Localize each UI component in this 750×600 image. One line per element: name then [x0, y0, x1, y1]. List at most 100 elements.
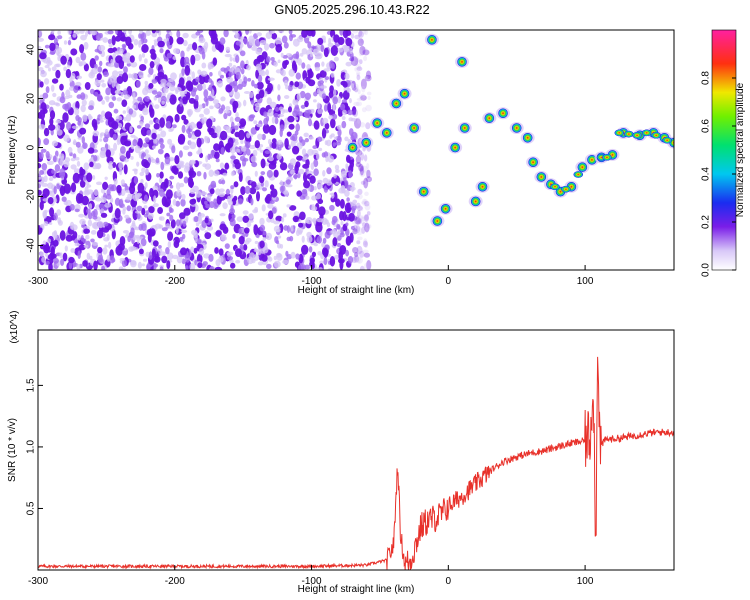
noise-speckle: [360, 152, 365, 161]
noise-speckle: [346, 87, 351, 93]
noise-speckle: [86, 172, 93, 183]
noise-speckle: [238, 228, 242, 235]
noise-speckle: [278, 106, 284, 112]
noise-speckle: [317, 136, 323, 143]
noise-speckle: [259, 240, 265, 249]
noise-speckle: [126, 205, 131, 212]
ridge-point: [536, 171, 547, 182]
noise-speckle: [151, 248, 156, 258]
noise-speckle: [329, 204, 335, 212]
noise-speckle: [180, 50, 185, 59]
noise-speckle: [309, 175, 316, 184]
noise-speckle: [250, 127, 257, 135]
noise-speckle: [83, 244, 89, 248]
noise-speckle: [155, 157, 160, 164]
noise-speckle: [151, 79, 158, 84]
noise-speckle: [130, 155, 134, 160]
noise-speckle: [77, 250, 81, 259]
noise-speckle: [337, 128, 342, 137]
noise-speckle: [291, 60, 297, 71]
noise-speckle: [246, 64, 251, 71]
noise-speckle: [164, 178, 169, 187]
noise-speckle: [159, 117, 166, 128]
noise-speckle: [324, 230, 331, 239]
noise-speckle: [103, 237, 110, 242]
noise-speckle: [151, 30, 156, 34]
noise-speckle: [356, 230, 363, 236]
noise-speckle: [195, 190, 202, 198]
noise-speckle: [45, 260, 50, 266]
colorbar-tick-label: 0.2: [701, 215, 712, 229]
noise-speckle: [198, 213, 205, 218]
noise-speckle: [79, 30, 85, 34]
noise-speckle: [114, 208, 121, 219]
noise-speckle: [97, 254, 102, 263]
noise-speckle: [43, 127, 50, 137]
noise-speckle: [47, 197, 54, 205]
noise-speckle: [327, 155, 335, 163]
noise-speckle: [197, 69, 202, 75]
noise-speckle: [357, 236, 363, 241]
noise-speckle: [195, 31, 201, 36]
noise-speckle: [259, 176, 265, 184]
noise-speckle: [93, 260, 98, 270]
noise-speckle: [251, 80, 255, 87]
noise-speckle: [106, 193, 112, 200]
noise-speckle: [358, 167, 364, 171]
noise-speckle: [269, 101, 277, 109]
noise-speckle: [41, 182, 49, 187]
noise-speckle: [130, 260, 137, 268]
noise-speckle: [122, 110, 127, 114]
noise-speckle: [277, 139, 283, 145]
noise-speckle: [213, 143, 220, 152]
noise-speckle: [326, 139, 332, 147]
noise-speckle: [189, 188, 196, 194]
noise-speckle: [132, 194, 140, 202]
noise-speckle: [99, 114, 103, 123]
ridge-point: [601, 153, 612, 161]
noise-speckle: [227, 137, 234, 148]
noise-speckle: [94, 79, 101, 87]
noise-speckle: [261, 133, 266, 141]
ridge-point: [586, 154, 597, 165]
noise-speckle: [234, 116, 241, 122]
noise-speckle: [53, 230, 58, 237]
noise-speckle: [97, 66, 103, 73]
noise-speckle: [48, 222, 53, 225]
noise-speckle: [152, 185, 159, 191]
noise-speckle: [336, 79, 341, 87]
noise-speckle: [124, 214, 130, 219]
noise-speckle: [204, 136, 210, 144]
spectrogram-x-ticks: -300 -200 -100 0 100: [28, 265, 594, 287]
noise-speckle: [188, 170, 197, 178]
noise-speckle: [277, 113, 285, 118]
noise-speckle: [364, 263, 368, 269]
noise-speckle: [347, 109, 353, 116]
noise-speckle: [345, 163, 349, 169]
noise-speckle: [364, 222, 370, 233]
noise-speckle: [323, 68, 331, 72]
noise-speckle: [225, 106, 231, 111]
noise-speckle: [110, 197, 114, 203]
noise-speckle: [304, 100, 309, 108]
noise-speckle: [266, 56, 271, 63]
noise-speckle: [137, 138, 143, 149]
noise-speckle: [293, 99, 299, 104]
noise-speckle: [144, 168, 149, 176]
noise-speckle: [53, 212, 58, 221]
noise-speckle: [248, 91, 254, 99]
spectrogram-y-ticks: -40 -20 0 20 40: [26, 44, 43, 253]
noise-speckle: [83, 41, 89, 50]
noise-speckle: [75, 141, 81, 148]
noise-speckle: [248, 213, 254, 220]
noise-speckle: [268, 156, 274, 162]
noise-speckle: [282, 213, 287, 218]
noise-speckle: [50, 253, 57, 259]
noise-speckle: [356, 205, 363, 211]
noise-speckle: [40, 70, 47, 78]
noise-speckle: [69, 75, 73, 83]
noise-speckle: [365, 74, 372, 82]
noise-speckle: [51, 30, 55, 34]
noise-speckle: [240, 146, 247, 152]
spectrogram-x-tick-label: -300: [28, 276, 48, 287]
